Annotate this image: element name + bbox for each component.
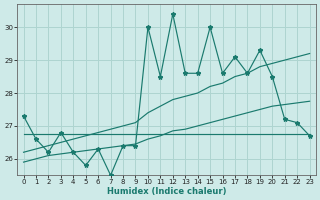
X-axis label: Humidex (Indice chaleur): Humidex (Indice chaleur) (107, 187, 226, 196)
